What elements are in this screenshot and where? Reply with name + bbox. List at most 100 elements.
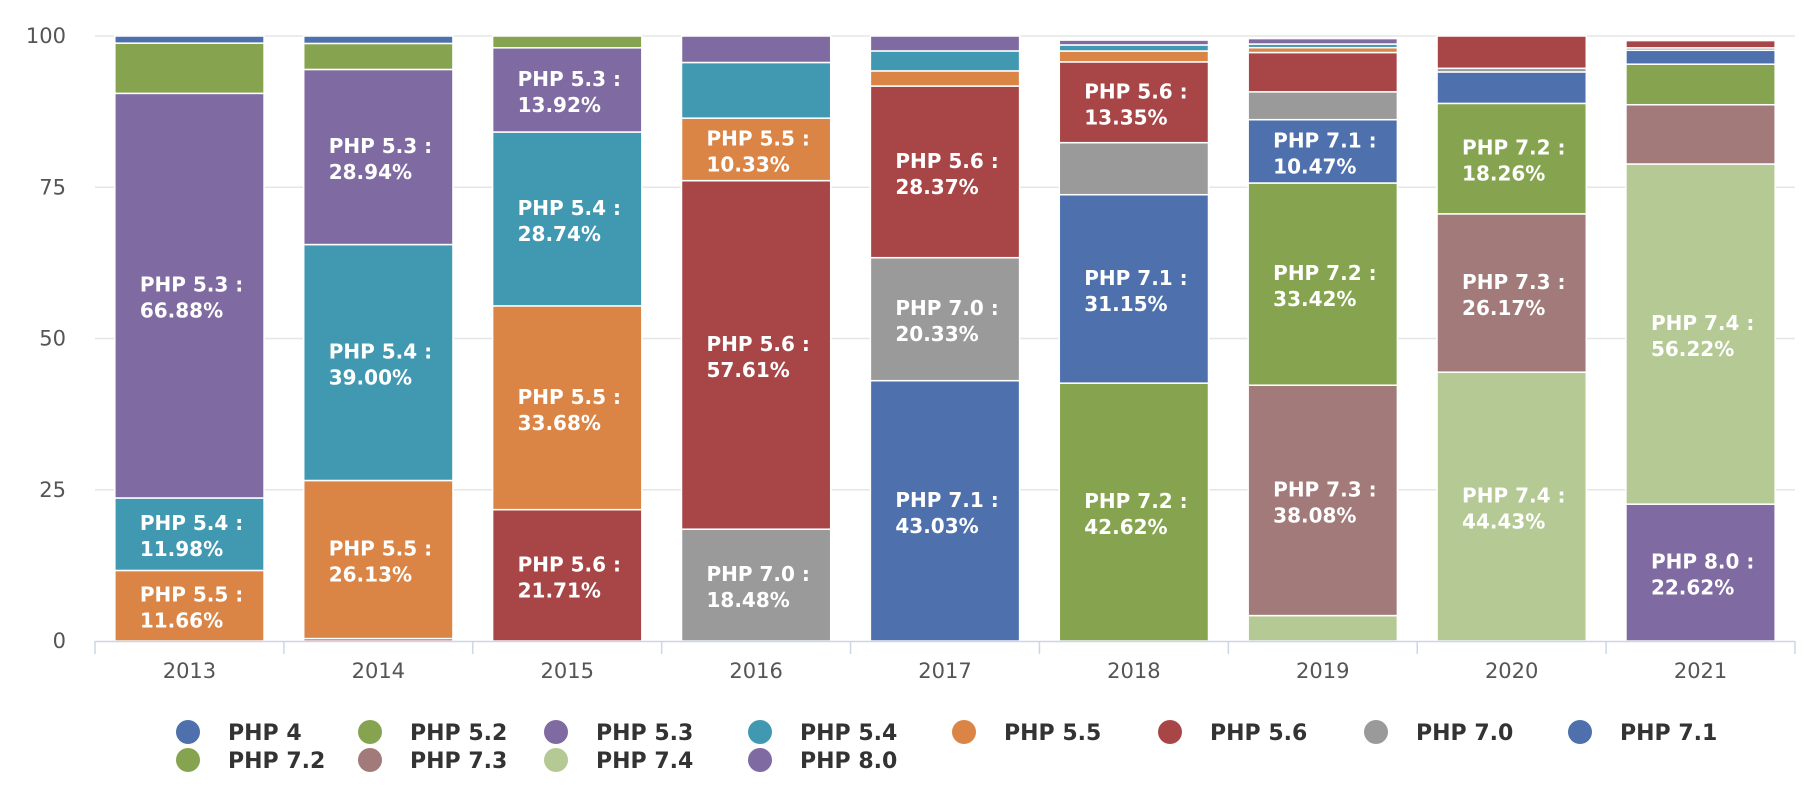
- legend-label: PHP 7.4: [596, 749, 693, 774]
- legend-item[interactable]: PHP 7.3: [358, 748, 507, 774]
- y-tick-label: 0: [53, 629, 66, 653]
- legend-item[interactable]: PHP 7.2: [176, 748, 325, 774]
- bar-segment[interactable]: [1058, 193, 1210, 384]
- bar-segment[interactable]: [680, 61, 832, 119]
- bar-segment[interactable]: [869, 256, 1021, 382]
- bar-segment[interactable]: [491, 508, 643, 642]
- bar-stack-2018: PHP 7.2 :42.62% PHP 7.1 :31.15% PHP 5.6 :1…: [1058, 39, 1210, 642]
- bar-segment[interactable]: [1247, 614, 1399, 642]
- bar-segment[interactable]: [1058, 44, 1210, 52]
- data-label: PHP 7.0 :20.33%: [895, 296, 998, 346]
- legend-item[interactable]: PHP 5.3: [544, 720, 693, 746]
- bar-segment[interactable]: [1436, 35, 1588, 70]
- bar-segment[interactable]: [680, 117, 832, 182]
- bar-segment[interactable]: [114, 92, 265, 499]
- bar-segment[interactable]: [114, 42, 265, 95]
- legend-item[interactable]: PHP 5.4: [748, 720, 897, 746]
- bar-stack-2019: PHP 7.3 :38.08% PHP 7.2 :33.42% PHP 7.1 :1…: [1247, 37, 1399, 642]
- bar-segment[interactable]: [491, 35, 643, 49]
- data-label: PHP 7.3 :38.08%: [1273, 477, 1376, 527]
- bar-segment[interactable]: [491, 47, 643, 133]
- bar-segment[interactable]: [1247, 37, 1399, 45]
- data-label: PHP 5.6 :57.61%: [707, 332, 810, 382]
- legend-label: PHP 7.1: [1620, 721, 1717, 746]
- bar-segment[interactable]: [1058, 39, 1210, 46]
- bar-segment[interactable]: [1247, 91, 1399, 121]
- bar-segment[interactable]: [491, 305, 643, 511]
- bar-segment[interactable]: [1058, 382, 1210, 642]
- bar-segment[interactable]: [869, 85, 1021, 259]
- legend-marker: [176, 720, 200, 744]
- y-tick-label: 100: [26, 24, 66, 48]
- data-label: PHP 7.1 :43.03%: [895, 488, 998, 538]
- legend-label: PHP 5.4: [800, 721, 897, 746]
- bar-segment[interactable]: [114, 497, 265, 572]
- bar-stack-2013: PHP 5.5 :11.66% PHP 5.4 :11.98% PHP 5.3 :6…: [114, 35, 265, 642]
- legend-item[interactable]: PHP 7.1: [1568, 720, 1717, 746]
- bar-segment[interactable]: [869, 35, 1021, 52]
- y-tick-label: 25: [39, 478, 66, 502]
- data-label: PHP 5.6 :13.35%: [1084, 79, 1187, 129]
- legend-marker: [1364, 720, 1388, 744]
- bar-segment[interactable]: [869, 50, 1021, 72]
- legend-marker: [952, 720, 976, 744]
- bar-segment[interactable]: [869, 70, 1021, 87]
- bars: PHP 5.5 :11.66% PHP 5.4 :11.98% PHP 5.3 :6…: [114, 35, 1776, 642]
- bar-segment[interactable]: [1625, 63, 1776, 106]
- bar-segment[interactable]: [1625, 49, 1776, 65]
- legend-item[interactable]: PHP 7.0: [1364, 720, 1513, 746]
- bar-segment[interactable]: [1625, 103, 1776, 165]
- data-label: PHP 5.5 :11.66%: [140, 583, 243, 633]
- data-label: PHP 5.3 :28.94%: [329, 134, 432, 184]
- bar-segment[interactable]: [869, 379, 1021, 642]
- bar-segment[interactable]: [1058, 50, 1210, 63]
- legend-label: PHP 5.5: [1004, 721, 1101, 746]
- bar-segment[interactable]: [302, 68, 454, 246]
- legend-marker: [176, 748, 200, 772]
- bar-segment[interactable]: [114, 35, 265, 44]
- y-axis: 0 25 50 75 100: [26, 24, 66, 653]
- legend-marker: [748, 748, 772, 772]
- legend-item[interactable]: PHP 5.2: [358, 720, 507, 746]
- bar-segment[interactable]: [1058, 141, 1210, 196]
- legend-marker: [1568, 720, 1592, 744]
- bar-segment[interactable]: [302, 35, 454, 45]
- x-tick-label: 2021: [1674, 659, 1727, 683]
- bar-segment[interactable]: [1058, 61, 1210, 144]
- bar-segment[interactable]: [1625, 503, 1776, 642]
- bar-segment[interactable]: [1436, 371, 1588, 642]
- legend-item[interactable]: PHP 7.4: [544, 748, 693, 774]
- legend[interactable]: PHP 4 PHP 5.2 PHP 5.3 PHP 5.4 PHP 5.5 PHP 5.6…: [176, 720, 1717, 774]
- data-label: PHP 7.0 :18.48%: [707, 562, 810, 612]
- bar-segment[interactable]: [302, 42, 454, 71]
- bar-stack-2020: PHP 7.4 :44.43% PHP 7.3 :26.17% PHP 7.2 :1…: [1436, 35, 1588, 642]
- data-label: PHP 5.5 :26.13%: [329, 537, 432, 587]
- bar-segment[interactable]: [1436, 71, 1588, 105]
- data-label: PHP 5.3 :13.92%: [518, 67, 621, 117]
- legend-label: PHP 7.3: [410, 749, 507, 774]
- legend-label: PHP 5.6: [1210, 721, 1307, 746]
- x-tick-label: 2018: [1107, 659, 1160, 683]
- bar-segment[interactable]: [302, 243, 454, 482]
- bar-segment[interactable]: [1247, 384, 1399, 617]
- legend-item[interactable]: PHP 4: [176, 720, 302, 746]
- bar-segment[interactable]: [680, 35, 832, 64]
- legend-item[interactable]: PHP 5.6: [1158, 720, 1307, 746]
- bar-segment[interactable]: [1625, 39, 1776, 49]
- bar-segment[interactable]: [302, 479, 454, 640]
- legend-item[interactable]: PHP 5.5: [952, 720, 1101, 746]
- data-label: PHP 5.5 :33.68%: [518, 385, 621, 435]
- bar-segment[interactable]: [1625, 163, 1776, 505]
- x-tick-label: 2016: [729, 659, 782, 683]
- legend-item[interactable]: PHP 8.0: [748, 748, 897, 774]
- bar-segment[interactable]: [1436, 102, 1588, 215]
- data-label: PHP 5.4 :11.98%: [140, 511, 243, 561]
- data-label: PHP 8.0 :22.62%: [1651, 550, 1754, 600]
- bar-segment[interactable]: [1247, 51, 1399, 93]
- bar-segment[interactable]: [680, 528, 832, 642]
- legend-label: PHP 8.0: [800, 749, 897, 774]
- bar-segment[interactable]: [114, 569, 265, 642]
- bar-segment[interactable]: [491, 131, 643, 307]
- bar-segment[interactable]: [1247, 118, 1399, 184]
- legend-marker: [1158, 720, 1182, 744]
